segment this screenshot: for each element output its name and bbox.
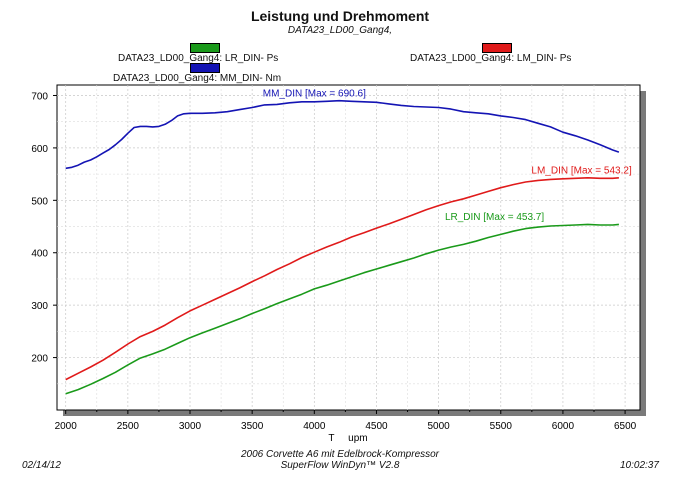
x-axis-label: T upm bbox=[328, 433, 367, 444]
y-tick-label: 500 bbox=[31, 196, 48, 207]
footer-date: 02/14/12 bbox=[22, 460, 61, 471]
x-tick-label: 3000 bbox=[179, 421, 202, 432]
chart-subtitle: DATA23_LD00_Gang4, bbox=[287, 25, 393, 36]
footer-time: 10:02:37 bbox=[620, 460, 659, 471]
axis-ticks: 2000 2500 3000 3500 4000 4500 5000 5500 6000 6500… bbox=[31, 91, 636, 432]
y-tick-label: 300 bbox=[31, 301, 48, 312]
series-line-mm_din bbox=[65, 99, 620, 170]
legend-swatch-lr bbox=[190, 43, 220, 53]
footer-vehicle: 2006 Corvette A6 mit Edelbrock-Kompresso… bbox=[240, 449, 440, 460]
x-tick-label: 3500 bbox=[241, 421, 264, 432]
series-label-mm_din: MM_DIN [Max = 690.6] bbox=[263, 89, 366, 100]
series-label-lm_din: LM_DIN [Max = 543.2] bbox=[531, 166, 632, 177]
x-tick-label: 4500 bbox=[365, 421, 388, 432]
x-tick-label: 2000 bbox=[55, 421, 78, 432]
legend-label-mm: DATA23_LD00_Gang4: MM_DIN- Nm bbox=[113, 73, 282, 84]
y-tick-label: 200 bbox=[31, 354, 48, 365]
footer-software: SuperFlow WinDyn™ V2.8 bbox=[280, 460, 400, 471]
y-tick-label: 600 bbox=[31, 144, 48, 155]
series-labels: MM_DIN [Max = 690.6] LM_DIN [Max = 543.2]… bbox=[263, 89, 632, 224]
series-lines bbox=[65, 99, 620, 395]
x-tick-label: 6500 bbox=[614, 421, 637, 432]
y-tick-label: 400 bbox=[31, 249, 48, 260]
chart-title: Leistung und Drehmoment bbox=[250, 8, 430, 24]
x-tick-label: 5500 bbox=[490, 421, 513, 432]
legend-label-lr: DATA23_LD00_Gang4: LR_DIN- Ps bbox=[118, 53, 279, 64]
series-line-lr_din bbox=[65, 223, 619, 395]
series-label-lr_din: LR_DIN [Max = 453.7] bbox=[445, 212, 544, 223]
y-tick-label: 700 bbox=[31, 91, 48, 102]
x-tick-label: 2500 bbox=[117, 421, 140, 432]
plot-area bbox=[56, 84, 641, 411]
series-line-lm_din bbox=[65, 177, 619, 381]
legend-swatch-lm bbox=[482, 43, 512, 53]
x-tick-label: 4000 bbox=[303, 421, 326, 432]
x-tick-label: 5000 bbox=[427, 421, 450, 432]
legend-swatch-mm bbox=[190, 63, 220, 73]
legend-label-lm: DATA23_LD00_Gang4: LM_DIN- Ps bbox=[410, 53, 572, 64]
x-tick-label: 6000 bbox=[552, 421, 575, 432]
